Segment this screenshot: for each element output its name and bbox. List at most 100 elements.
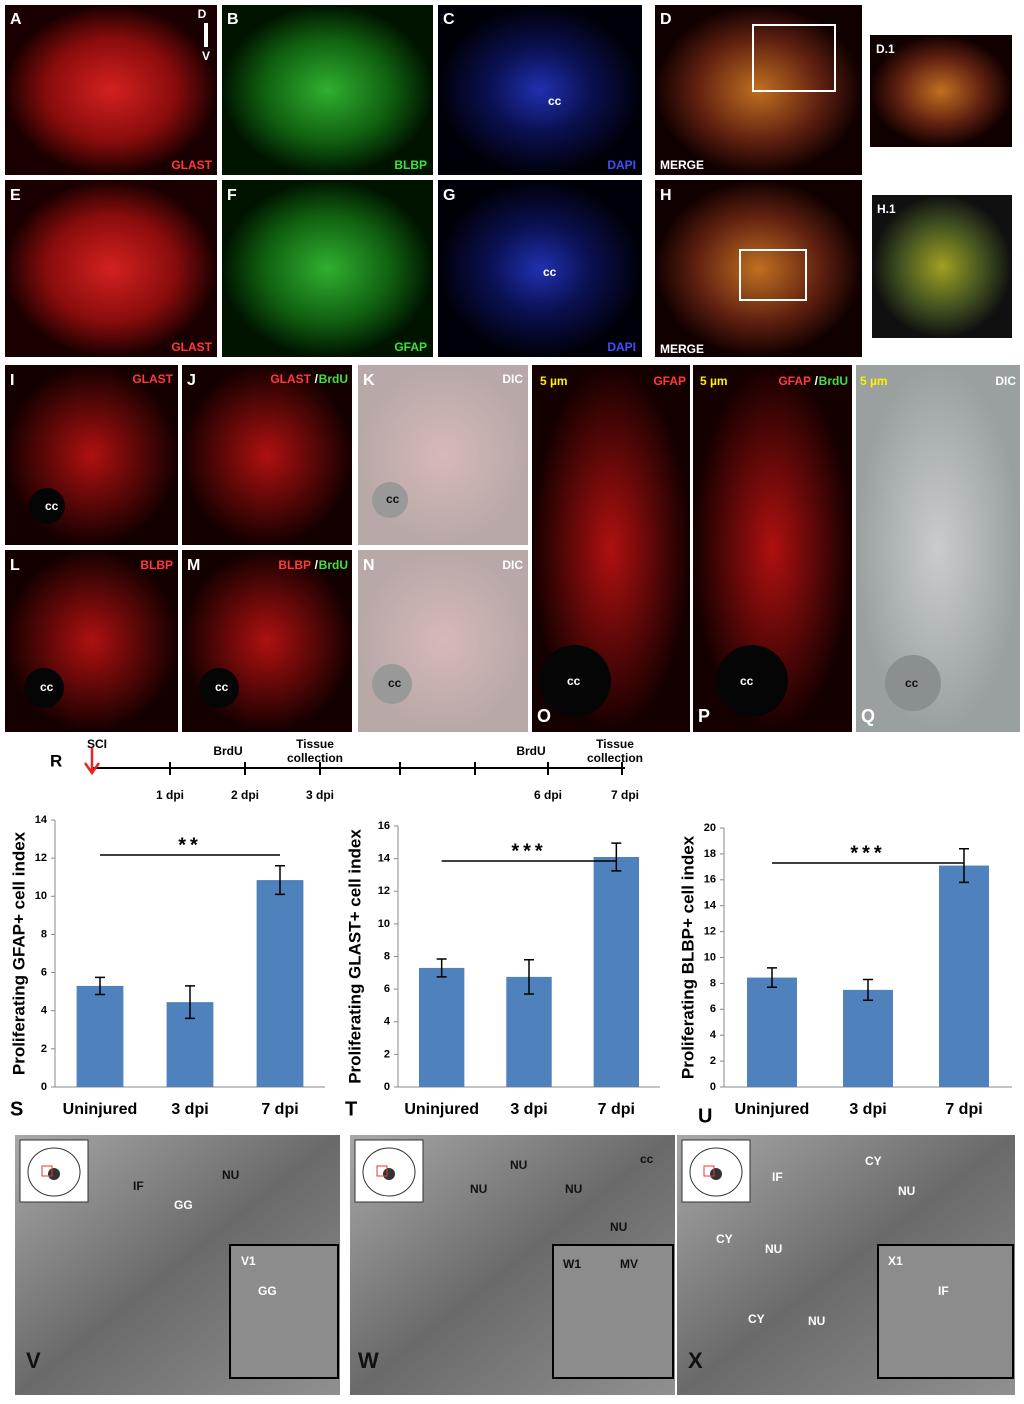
micrograph	[5, 5, 217, 175]
timeline-day: 3 dpi	[306, 788, 334, 802]
panel-label: BLBP	[140, 558, 173, 572]
micrograph	[5, 365, 178, 545]
panel-letter: S	[10, 1098, 23, 1120]
error-bar	[185, 985, 195, 1020]
bar	[506, 976, 552, 1087]
y-tick-label: 8	[384, 950, 390, 962]
panel-label: cc	[388, 676, 402, 690]
y-axis-label: Proliferating BLBP+ cell index	[678, 835, 697, 1079]
panel-label: GG	[174, 1198, 193, 1212]
y-tick-label: 14	[704, 900, 717, 912]
micrograph	[655, 180, 862, 357]
panel-label: D	[198, 7, 207, 21]
panel-label: 5 µm	[860, 374, 888, 388]
panel-label: NU	[510, 1158, 527, 1172]
inset	[229, 1244, 339, 1379]
central-canal	[372, 482, 408, 518]
panel-label: GLAST	[171, 158, 212, 172]
y-tick-label: 0	[41, 1081, 47, 1093]
central-canal	[539, 645, 611, 717]
y-tick-label: 2	[41, 1043, 47, 1055]
y-tick-label: 8	[710, 977, 716, 989]
y-axis-label: Proliferating GLAST+ cell index	[345, 829, 364, 1084]
panel-label: NU	[610, 1220, 627, 1234]
panel-label: X1	[888, 1254, 903, 1268]
micrograph	[438, 5, 642, 175]
panel-label: NU	[470, 1182, 487, 1196]
bar	[418, 967, 465, 1087]
panel-label: DIC	[995, 374, 1016, 388]
panel-label: NU	[765, 1242, 782, 1256]
panel-label: CY	[865, 1154, 882, 1168]
panel-label: 5 µm	[700, 374, 728, 388]
panel-letter: W	[358, 1348, 379, 1373]
panel-letter: H	[660, 187, 672, 204]
central-canal	[372, 664, 412, 704]
panel-label: BLBP	[394, 158, 427, 172]
micrograph	[358, 365, 528, 545]
panel-label: IF	[772, 1170, 783, 1184]
panel-letter: N	[363, 557, 375, 574]
panel-letter: D.1	[876, 42, 895, 56]
panel-label: cc	[543, 265, 557, 279]
panel-label: cc	[215, 680, 229, 694]
panel-label: GLAST	[270, 372, 311, 386]
micrograph	[358, 550, 528, 732]
timeline-event: collection	[287, 751, 343, 765]
panel-label: /	[315, 372, 319, 386]
panel-label: MERGE	[660, 342, 704, 356]
y-tick-label: 0	[710, 1081, 716, 1093]
schematic-cord	[362, 1147, 416, 1197]
zoom-box	[752, 24, 836, 92]
central-canal	[199, 668, 239, 708]
panel-label: BLBP	[278, 558, 311, 572]
schematic-cord	[689, 1147, 743, 1197]
central-canal	[29, 488, 65, 524]
x-tick-label: Uninjured	[735, 1101, 810, 1118]
error-bar	[436, 958, 447, 978]
timeline-event: Tissue	[596, 737, 634, 751]
panel-letter: D	[660, 11, 672, 28]
panel-letter: L	[10, 557, 20, 574]
panel-letter: R	[50, 751, 62, 770]
panel-label: GLAST	[132, 372, 173, 386]
y-tick-label: 12	[35, 852, 47, 864]
y-tick-label: 16	[378, 820, 390, 832]
panel-label: IF	[938, 1284, 949, 1298]
y-tick-label: 18	[704, 848, 716, 860]
panel-label: cc	[386, 492, 400, 506]
panel-letter: B	[227, 11, 239, 28]
panel-letter: M	[187, 557, 200, 574]
y-tick-label: 20	[704, 822, 716, 834]
panel-label: NU	[898, 1184, 915, 1198]
y-tick-label: 14	[378, 853, 391, 865]
panel-label: MV	[620, 1257, 638, 1271]
timeline-day: 2 dpi	[231, 788, 259, 802]
zoom-box	[739, 249, 807, 301]
timeline-day: 6 dpi	[534, 788, 562, 802]
significance: ***	[511, 840, 546, 862]
micrograph	[870, 35, 1012, 147]
error-bar	[959, 847, 969, 884]
panel-label: GFAP	[778, 374, 811, 388]
y-tick-label: 12	[704, 926, 716, 938]
panel-label: cc	[40, 680, 54, 694]
schematic-canal	[383, 1168, 395, 1180]
x-tick-label: 3 dpi	[849, 1101, 886, 1118]
inset	[552, 1244, 674, 1379]
bar	[843, 989, 893, 1087]
micrograph	[182, 550, 352, 732]
x-tick-label: Uninjured	[404, 1101, 479, 1118]
error-bar	[767, 967, 777, 989]
y-tick-label: 8	[41, 928, 47, 940]
panel-letter: I	[10, 372, 14, 389]
timeline-day: 7 dpi	[611, 788, 639, 802]
micrograph	[222, 5, 433, 175]
panel-label: V1	[241, 1254, 256, 1268]
panel-label: /	[815, 374, 819, 388]
panel-letter: P	[698, 706, 710, 726]
panel-label: GFAP	[394, 340, 427, 354]
bar	[939, 865, 989, 1087]
schematic-box	[376, 1165, 388, 1177]
